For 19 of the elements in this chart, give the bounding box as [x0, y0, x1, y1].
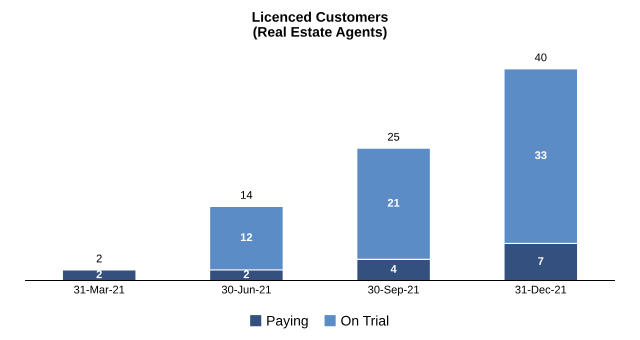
data-label: 2 [96, 270, 102, 278]
x-tick-label: 31-Dec-21 [515, 286, 566, 294]
total-label: 2 [96, 254, 102, 262]
x-tick-label: 30-Jun-21 [222, 286, 271, 294]
legend-label: Paying [267, 315, 308, 328]
data-label: 4 [390, 265, 397, 273]
x-tick-label: 30-Sep-21 [368, 286, 420, 296]
data-label: 21 [388, 198, 400, 207]
chart-title: Licenced Customers (Real Estate Agents) [252, 12, 388, 40]
total-label: 40 [534, 53, 547, 62]
bar [62, 269, 137, 280]
x-tick-label: 31-Mar-21 [74, 286, 124, 294]
data-label: 7 [538, 257, 544, 265]
total-label: 25 [388, 132, 400, 141]
data-label: 33 [534, 151, 547, 160]
legend-label: On Trial [341, 315, 388, 326]
data-label: 2 [244, 270, 250, 278]
total-label: 14 [241, 191, 252, 199]
data-label: 12 [240, 233, 252, 242]
